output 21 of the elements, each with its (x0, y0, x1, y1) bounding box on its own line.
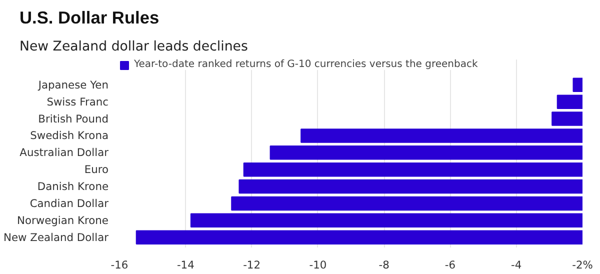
y-tick-label: Japanese Yen (37, 78, 109, 92)
x-tick-label: -6 (444, 258, 456, 272)
y-tick-label: Norwegian Krone (16, 214, 109, 227)
chart-title: U.S. Dollar Rules (20, 8, 160, 28)
x-tick-label: -14 (176, 258, 195, 272)
y-tick-label: Euro (84, 163, 109, 176)
x-tick-label: -8 (378, 258, 390, 272)
x-tick-label: -2% (572, 258, 593, 272)
y-tick-label: British Pound (38, 112, 109, 126)
legend-label: Year-to-date ranked returns of G-10 currencies versus the greenback (134, 59, 478, 70)
y-tick-label: Swiss Franc (46, 95, 109, 108)
x-tick-label: -4 (511, 258, 522, 272)
y-tick-label: Danish Krone (37, 180, 108, 194)
y-tick-label: Australian Dollar (20, 146, 110, 160)
y-tick-label: Swedish Krona (30, 129, 109, 142)
x-tick-label: -10 (309, 258, 327, 272)
x-tick-label: -16 (110, 258, 128, 272)
x-tick-label: -12 (243, 258, 260, 272)
chart-subtitle: New Zealand dollar leads declines (20, 40, 248, 54)
y-tick-label: Candian Dollar (30, 196, 110, 210)
y-tick-label: New Zealand Dollar (4, 230, 110, 244)
